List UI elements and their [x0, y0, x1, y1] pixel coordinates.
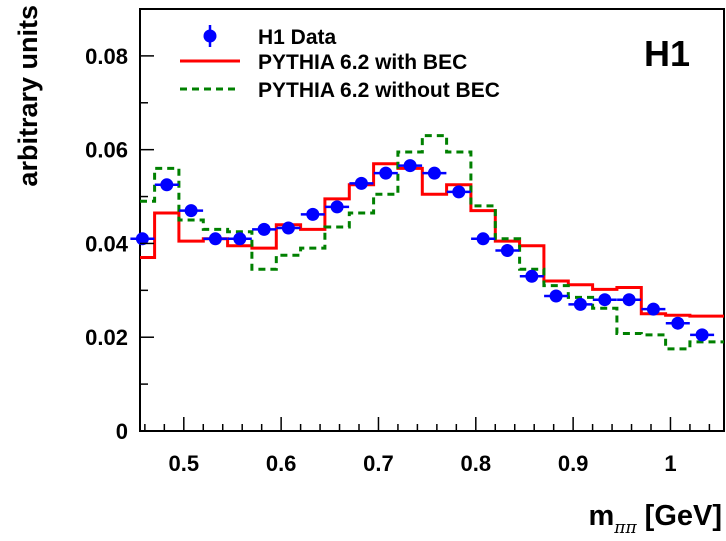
- x-tick-label: 0.5: [169, 451, 200, 476]
- data-point: [184, 204, 198, 218]
- data-point: [427, 166, 441, 180]
- data-point: [573, 297, 587, 311]
- legend-marker-h1-data: [203, 29, 217, 43]
- x-axis-title: mππ [GeV]: [589, 500, 723, 538]
- y-tick-label: 0.06: [85, 138, 128, 163]
- y-tick-label: 0: [116, 419, 128, 444]
- series-layer: [130, 134, 724, 351]
- data-point: [208, 232, 222, 246]
- data-point: [525, 269, 539, 283]
- data-point: [622, 293, 636, 307]
- series-pythia-without-bec: [140, 134, 724, 351]
- data-point: [306, 207, 320, 221]
- data-point: [330, 200, 344, 214]
- legend-entry-pythia-with-bec: PYTHIA 6.2 with BEC: [258, 51, 467, 74]
- data-point: [452, 185, 466, 199]
- data-point: [281, 221, 295, 235]
- plot-frame: [139, 8, 725, 432]
- corner-label: H1: [644, 33, 690, 74]
- plot-frame-layer: [139, 8, 725, 432]
- data-point: [598, 293, 612, 307]
- data-point: [695, 328, 709, 342]
- series-h1-data: [130, 159, 715, 342]
- x-tick-label: 0.8: [461, 451, 492, 476]
- y-tick-label: 0.02: [85, 325, 128, 350]
- y-tick-label: 0.04: [85, 231, 129, 256]
- legend-entry-h1-data: H1 Data: [258, 26, 337, 49]
- series-pythia-with-bec: [140, 162, 724, 318]
- data-point: [646, 302, 660, 316]
- data-point: [379, 166, 393, 180]
- y-axis-title: arbitrary units: [13, 5, 43, 187]
- x-axis-title-subscript: ππ: [613, 518, 637, 538]
- data-point: [354, 176, 368, 190]
- y-tick-label: 0.08: [85, 44, 128, 69]
- data-point: [160, 178, 174, 192]
- x-tick-label: 0.9: [558, 451, 589, 476]
- x-axis-title-main: m: [589, 500, 615, 532]
- data-point: [257, 222, 271, 236]
- x-axis-title-unit: [GeV]: [645, 500, 722, 532]
- x-tick-label: 1: [664, 451, 676, 476]
- data-point: [671, 316, 685, 330]
- data-point: [500, 244, 514, 257]
- data-point: [403, 159, 417, 173]
- x-tick-label: 0.7: [363, 451, 394, 476]
- data-point: [135, 232, 149, 246]
- data-point: [476, 232, 490, 246]
- data-point: [233, 232, 247, 246]
- legend-entry-pythia-without-bec: PYTHIA 6.2 without BEC: [258, 79, 500, 102]
- data-point: [549, 289, 563, 303]
- legend: H1 Data PYTHIA 6.2 with BEC PYTHIA 6.2 w…: [180, 25, 500, 102]
- x-tick-label: 0.6: [266, 451, 297, 476]
- ticks-layer: 0.5 0.6 0.7 0.8 0.9 1 0 0.02 0.04 0.06 0.08: [85, 8, 711, 476]
